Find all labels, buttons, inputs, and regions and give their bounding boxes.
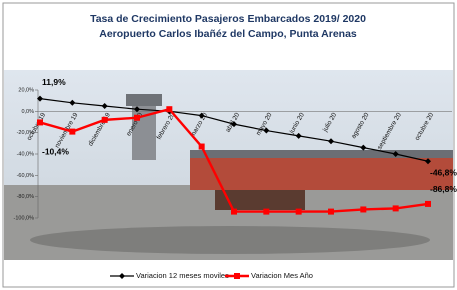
chart: Tasa de Crecimiento Pasajeros Embarcados… bbox=[0, 0, 457, 290]
background-photo bbox=[4, 70, 453, 260]
point bbox=[166, 106, 172, 112]
y-tick-label: -60,0% bbox=[17, 173, 35, 179]
value-label: -86,8% bbox=[430, 184, 457, 194]
legend-label: Variacion Mes Año bbox=[251, 271, 313, 280]
legend-marker bbox=[234, 273, 240, 279]
value-label: -10,4% bbox=[42, 147, 69, 157]
point bbox=[296, 209, 302, 215]
legend: Variacion 12 meses moviles Variacion Mes … bbox=[110, 271, 313, 280]
chart-subtitle: Aeropuerto Carlos Ibañéz del Campo, Punt… bbox=[99, 28, 357, 40]
value-label: 11,9% bbox=[42, 77, 66, 87]
point bbox=[425, 201, 431, 207]
point bbox=[69, 129, 75, 135]
point bbox=[199, 144, 205, 150]
point bbox=[360, 206, 366, 212]
point bbox=[263, 209, 269, 215]
point bbox=[328, 209, 334, 215]
y-tick-label: 0,0% bbox=[21, 109, 34, 115]
point bbox=[102, 117, 108, 123]
point bbox=[134, 115, 140, 121]
legend-label: Variacion 12 meses moviles bbox=[136, 271, 229, 280]
point bbox=[393, 205, 399, 211]
y-tick-label: -40,0% bbox=[17, 151, 35, 157]
point bbox=[231, 209, 237, 215]
y-tick-label: -100,0% bbox=[14, 215, 35, 221]
chart-title: Tasa de Crecimiento Pasajeros Embarcados… bbox=[90, 13, 366, 25]
y-tick-label: 20,0% bbox=[18, 87, 34, 93]
y-tick-label: -80,0% bbox=[17, 194, 35, 200]
point bbox=[37, 119, 43, 125]
value-label: -46,8% bbox=[430, 168, 457, 178]
